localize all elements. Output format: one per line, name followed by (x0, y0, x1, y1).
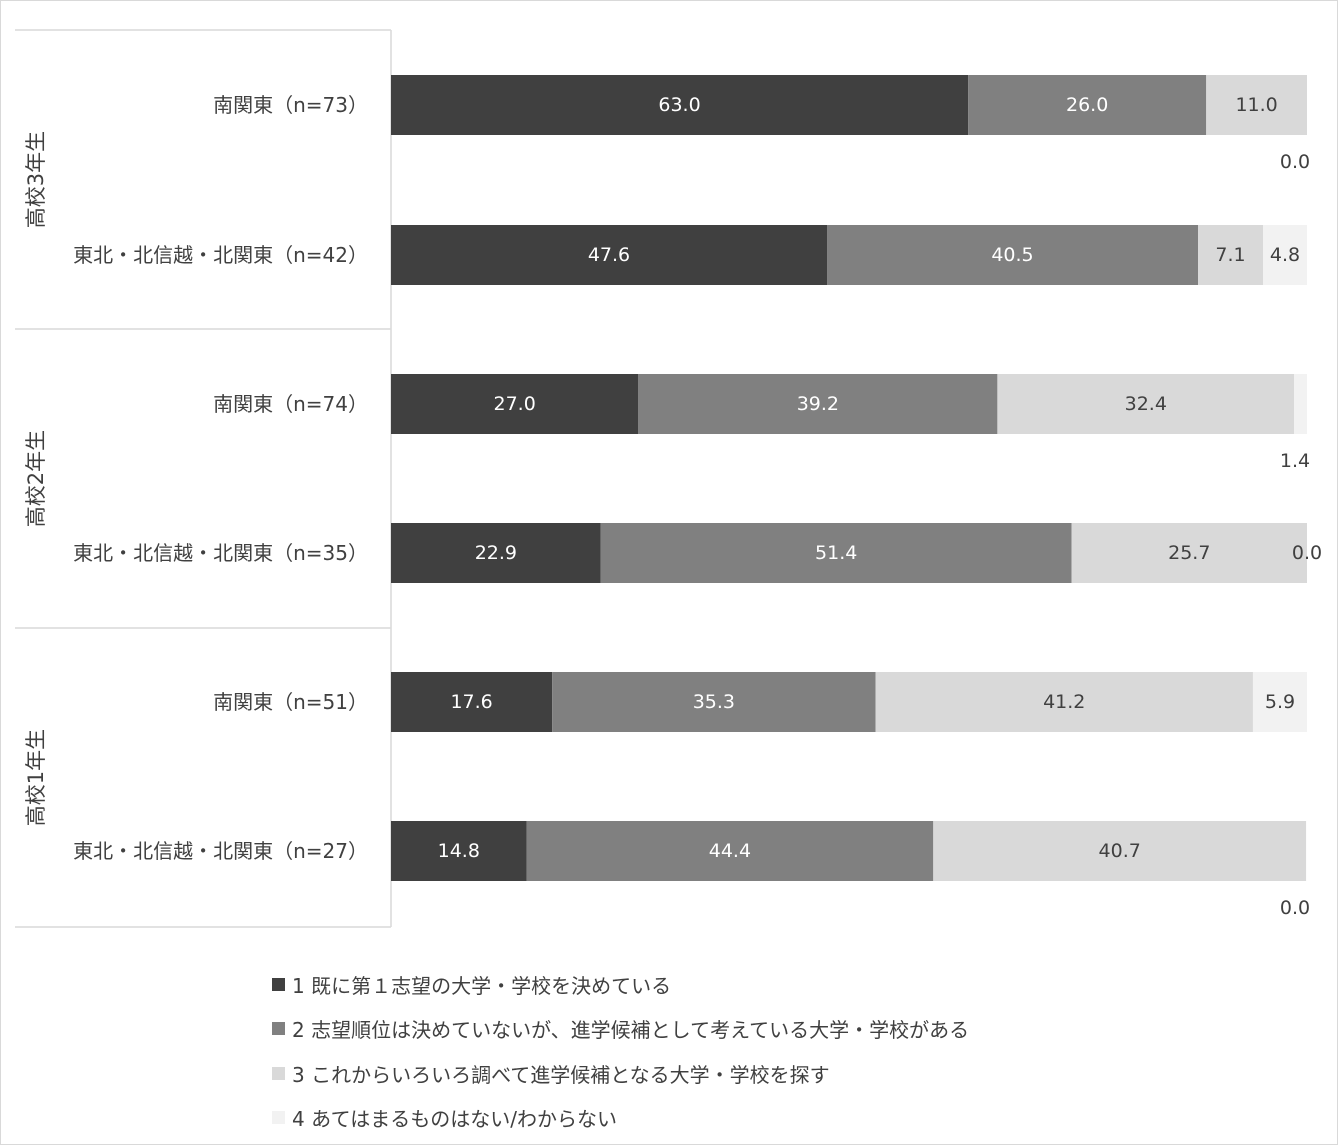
legend-swatch-1 (272, 977, 285, 991)
legend-swatch-3 (272, 1066, 285, 1080)
legend-item-2: 2 志望順位は決めていないが、進学候補として考えている大学・学校がある (272, 1007, 969, 1052)
data-label: 44.4 (709, 840, 751, 862)
category-label: 南関東（n=51） (213, 690, 368, 714)
legend-label-4: 4 あてはまるものはない/わからない (292, 1107, 618, 1132)
data-label: 63.0 (658, 94, 700, 116)
bar-segment (600, 523, 1072, 583)
category-label: 南関東（n=73） (213, 93, 368, 117)
bar-segment (997, 374, 1295, 434)
category-label: 東北・北信越・北関東（n=42） (73, 243, 368, 267)
data-label: 39.2 (797, 393, 839, 415)
bar-segment (391, 225, 828, 285)
bar-segment (827, 225, 1198, 285)
category-label: 東北・北信越・北関東（n=27） (73, 839, 368, 863)
data-label: 0.0 (1292, 542, 1322, 564)
data-label: 1.4 (1280, 450, 1310, 472)
bar-segment (391, 75, 969, 135)
category-label: 南関東（n=74） (213, 392, 368, 416)
data-label: 5.9 (1265, 691, 1295, 713)
bar-segment (1252, 672, 1307, 732)
legend: 1 既に第１志望の大学・学校を決めている 2 志望順位は決めていないが、進学候補… (272, 962, 969, 1140)
data-label: 27.0 (494, 393, 536, 415)
data-label: 0.0 (1280, 151, 1310, 173)
legend-swatch-4 (272, 1111, 285, 1125)
legend-item-4: 4 あてはまるものはない/わからない (272, 1096, 969, 1141)
group-label: 高校3年生 (24, 131, 48, 228)
data-label: 40.7 (1099, 840, 1141, 862)
data-label: 32.4 (1125, 393, 1167, 415)
bar-segment (552, 672, 876, 732)
group-label: 高校1年生 (24, 729, 48, 826)
bar-segment (933, 821, 1307, 881)
data-label: 51.4 (815, 542, 857, 564)
bar-segment (526, 821, 934, 881)
data-label: 35.3 (693, 691, 735, 713)
legend-label-2: 2 志望順位は決めていないが、進学候補として考えている大学・学校がある (292, 1018, 970, 1043)
bar-segment (1206, 75, 1307, 135)
legend-item-3: 3 これからいろいろ調べて進学候補となる大学・学校を探す (272, 1051, 969, 1096)
data-label: 4.8 (1270, 244, 1300, 266)
data-label: 11.0 (1235, 94, 1277, 116)
data-label: 25.7 (1168, 542, 1210, 564)
legend-label-3: 3 これからいろいろ調べて進学候補となる大学・学校を探す (292, 1062, 830, 1087)
bar-segment (391, 523, 601, 583)
data-label: 17.6 (450, 691, 492, 713)
data-label: 0.0 (1280, 897, 1310, 919)
data-label: 47.6 (588, 244, 630, 266)
data-label: 22.9 (475, 542, 517, 564)
bar-segment (638, 374, 998, 434)
bar-segment (1071, 523, 1307, 583)
data-label: 14.8 (438, 840, 480, 862)
bar-segment (1294, 374, 1307, 434)
group-label: 高校2年生 (24, 430, 48, 527)
legend-label-1: 1 既に第１志望の大学・学校を決めている (292, 973, 672, 998)
bar-segment (875, 672, 1253, 732)
bar-segment (391, 374, 639, 434)
bar-segment (968, 75, 1207, 135)
data-label: 26.0 (1066, 94, 1108, 116)
legend-swatch-2 (272, 1022, 285, 1036)
data-label: 40.5 (991, 244, 1033, 266)
legend-item-1: 1 既に第１志望の大学・学校を決めている (272, 962, 969, 1007)
bar-segment (391, 821, 527, 881)
bar-segment (1197, 225, 1264, 285)
data-label: 41.2 (1043, 691, 1085, 713)
bar-segment (1263, 225, 1307, 285)
category-label: 東北・北信越・北関東（n=35） (73, 541, 368, 565)
bar-segment (391, 672, 553, 732)
data-label: 7.1 (1215, 244, 1245, 266)
